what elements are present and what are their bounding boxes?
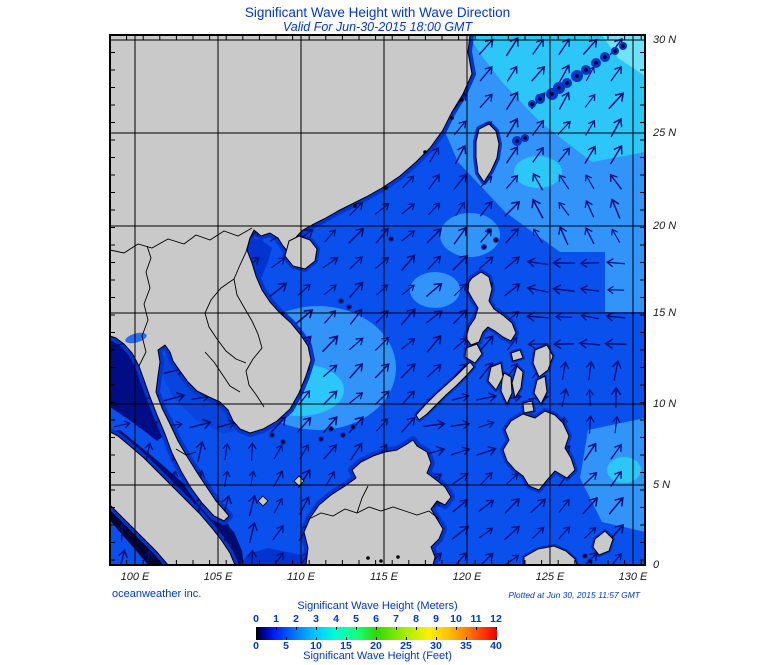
meters-tick-1: 1 bbox=[273, 613, 279, 625]
bar-tick-bottom bbox=[496, 637, 497, 640]
valid-time-subtitle: Valid For Jun-30-2015 18:00 GMT bbox=[282, 20, 473, 34]
meters-tick-6: 6 bbox=[373, 613, 379, 625]
land-sumatra bbox=[110, 431, 236, 565]
bar-tick-bottom bbox=[436, 637, 437, 640]
lake-tonle-sap bbox=[125, 332, 147, 344]
bar-tick-bottom bbox=[256, 637, 257, 640]
map-layers bbox=[110, 35, 645, 565]
bar-tick-top bbox=[356, 627, 357, 630]
bar-tick-top bbox=[496, 627, 497, 630]
land-samar bbox=[532, 344, 554, 378]
feet-tick-10: 10 bbox=[310, 640, 322, 652]
bar-tick-top bbox=[276, 627, 277, 630]
bar-tick-top bbox=[456, 627, 457, 630]
lon-label-100e: 100 E bbox=[120, 571, 150, 583]
bar-tick-top bbox=[436, 627, 437, 630]
land-leyte bbox=[533, 375, 548, 405]
bar-tick-bottom bbox=[316, 637, 317, 640]
meters-tick-8: 8 bbox=[413, 613, 419, 625]
bar-tick-top bbox=[476, 627, 477, 630]
land-halmahera bbox=[592, 530, 614, 556]
lon-label-115e: 115 E bbox=[370, 571, 398, 583]
land-luzon bbox=[465, 271, 517, 346]
wave-height-colorbar bbox=[256, 627, 497, 640]
meters-tick-0: 0 bbox=[253, 613, 259, 625]
bar-tick-top bbox=[256, 627, 257, 630]
bar-tick-bottom bbox=[466, 637, 467, 640]
land-cebu bbox=[511, 365, 524, 399]
lat-label-5n: 5 N bbox=[653, 479, 671, 491]
lon-label-130e: 130 E bbox=[618, 571, 648, 583]
meters-tick-11: 11 bbox=[470, 613, 482, 625]
meters-tick-3: 3 bbox=[313, 613, 319, 625]
lon-label-105e: 105 E bbox=[203, 571, 233, 583]
lat-label-10n: 10 N bbox=[653, 398, 677, 410]
meters-tick-5: 5 bbox=[353, 613, 359, 625]
feet-tick-25: 25 bbox=[400, 640, 412, 652]
bar-tick-bottom bbox=[376, 637, 377, 640]
lon-label-125e: 125 E bbox=[535, 571, 565, 583]
feet-tick-40: 40 bbox=[490, 640, 502, 652]
land-mainland-asia bbox=[110, 35, 473, 522]
bar-tick-bottom bbox=[286, 637, 287, 640]
bar-tick-top bbox=[296, 627, 297, 630]
land-taiwan bbox=[475, 123, 500, 183]
land-bohol bbox=[522, 400, 535, 414]
meters-tick-12: 12 bbox=[490, 613, 502, 625]
lat-label-15n: 15 N bbox=[653, 307, 677, 319]
provider-credit: oceanweather inc. bbox=[112, 588, 202, 600]
meters-tick-7: 7 bbox=[393, 613, 399, 625]
map-frame bbox=[109, 34, 646, 566]
land-panay bbox=[487, 362, 504, 391]
lat-label-30n: 30 N bbox=[653, 34, 677, 46]
lon-label-110e: 110 E bbox=[287, 571, 315, 583]
bar-tick-top bbox=[416, 627, 417, 630]
bar-tick-top bbox=[316, 627, 317, 630]
land-borneo bbox=[303, 439, 452, 565]
feet-tick-30: 30 bbox=[430, 640, 442, 652]
land-masbate bbox=[510, 349, 524, 362]
meters-tick-10: 10 bbox=[450, 613, 462, 625]
feet-tick-35: 35 bbox=[460, 640, 472, 652]
graticule bbox=[110, 35, 645, 565]
bar-tick-bottom bbox=[406, 637, 407, 640]
lat-label-0: 0 bbox=[653, 559, 660, 571]
bar-tick-top bbox=[376, 627, 377, 630]
feet-tick-5: 5 bbox=[283, 640, 289, 652]
bar-tick-top bbox=[336, 627, 337, 630]
feet-tick-0: 0 bbox=[253, 640, 259, 652]
meters-tick-9: 9 bbox=[433, 613, 439, 625]
page-title: Significant Wave Height with Wave Direct… bbox=[244, 5, 511, 20]
land-mindoro bbox=[464, 343, 483, 364]
bar-tick-bottom bbox=[346, 637, 347, 640]
meters-tick-2: 2 bbox=[293, 613, 299, 625]
legend-title-meters: Significant Wave Height (Meters) bbox=[297, 600, 458, 612]
meters-tick-4: 4 bbox=[333, 613, 339, 625]
feet-tick-20: 20 bbox=[370, 640, 382, 652]
land-palawan bbox=[415, 361, 475, 421]
bar-tick-top bbox=[396, 627, 397, 630]
lon-label-120e: 120 E bbox=[452, 571, 482, 583]
lat-label-20n: 20 N bbox=[653, 220, 677, 232]
lat-label-25n: 25 N bbox=[653, 127, 677, 139]
legend-title-feet: Significant Wave Height (Feet) bbox=[303, 650, 452, 662]
feet-tick-15: 15 bbox=[340, 640, 352, 652]
plotted-timestamp: Plotted at Jun 30, 2015 11:57 GMT bbox=[508, 590, 640, 600]
